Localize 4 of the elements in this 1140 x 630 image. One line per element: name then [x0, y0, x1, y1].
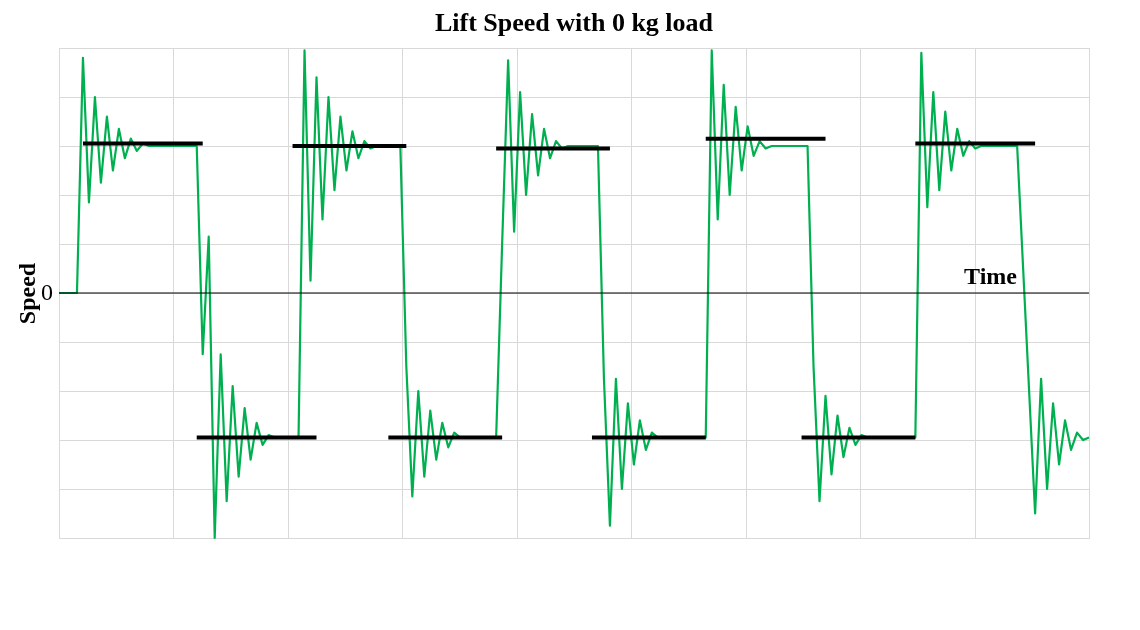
x-axis-title: Time [964, 263, 1018, 289]
ref-line-label: 0 [41, 279, 53, 305]
y-axis-title: Speed [13, 262, 40, 325]
chart-title: Lift Speed with 0 kg load [434, 8, 714, 37]
